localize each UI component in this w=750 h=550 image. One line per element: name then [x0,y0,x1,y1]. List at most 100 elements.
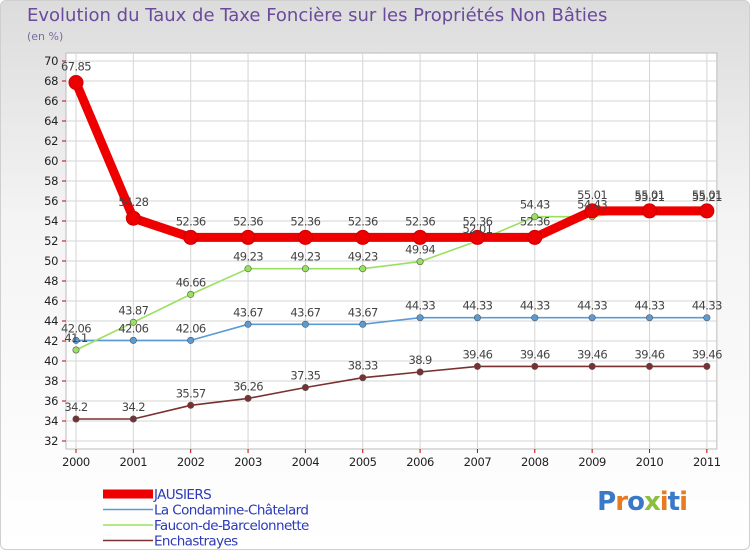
data-point [129,318,137,326]
data-point [531,314,539,322]
data-label: 67.85 [61,60,91,74]
y-tick-label: 38 [44,374,58,388]
data-point [584,203,600,219]
data-point [187,336,195,344]
data-point [187,290,195,298]
data-point [416,314,424,322]
y-tick-label: 58 [44,174,58,188]
data-point [72,415,80,423]
data-label: 39.46 [462,347,492,361]
data-label: 52.36 [520,214,550,228]
data-label: 34.2 [122,400,145,414]
data-label: 44.33 [405,299,435,313]
y-tick-label: 50 [44,254,58,268]
data-point [359,374,367,382]
y-tick-label: 54 [44,214,58,228]
data-label: 39.46 [520,347,550,361]
data-point [531,213,539,221]
data-point [187,401,195,409]
data-label: 36.26 [233,379,263,393]
data-point [531,362,539,370]
y-tick-label: 46 [44,294,58,308]
data-label: 55.01 [692,188,722,202]
data-label: 42.06 [176,321,206,335]
series-la-condamine-ch-telard [72,314,711,344]
series-jausiers [68,75,715,245]
data-point [297,229,313,245]
data-label: 44.33 [462,299,492,313]
y-tick-label: 40 [44,354,58,368]
legend-label: Faucon-de-Barcelonnette [154,518,309,534]
x-tick-label: 2009 [578,455,606,469]
legend-label: JAUSIERS [153,487,211,503]
y-tick-label: 66 [44,94,58,108]
x-tick-label: 2002 [177,455,205,469]
series-line [71,78,712,242]
y-tick-label: 42 [44,334,58,348]
data-point [301,265,309,273]
legend-label: La Condamine-Châtelard [154,503,308,519]
data-point [412,229,428,245]
data-point [645,362,653,370]
chart-unit: (en %) [27,30,64,43]
data-label: 39.46 [577,347,607,361]
data-point [359,265,367,273]
data-point [240,229,256,245]
data-label: 55.01 [577,188,607,202]
data-label: 52.01 [462,222,492,236]
y-tick-label: 36 [44,394,58,408]
x-tick-label: 2008 [521,455,549,469]
data-label: 55.21 [635,190,665,204]
y-tick-label: 32 [44,434,58,448]
data-label: 44.33 [692,299,722,313]
data-label: 49.23 [290,250,320,264]
data-label: 52.36 [462,214,492,228]
y-tick-label: 62 [44,134,58,148]
data-label: 44.33 [520,299,550,313]
data-label: 54.28 [118,195,148,209]
data-point [699,203,715,219]
data-label: 44.33 [577,299,607,313]
data-point [416,368,424,376]
data-point [473,362,481,370]
data-point [129,415,137,423]
proxiti-logo: Proxiti [597,487,688,517]
data-label: 38.9 [408,353,431,367]
data-label: 35.57 [176,386,206,400]
y-tick-label: 70 [44,54,58,68]
data-label: 42.06 [118,321,148,335]
y-tick-label: 56 [44,194,58,208]
y-tick-label: 44 [44,314,58,328]
x-tick-label: 2004 [292,455,320,469]
x-tick-label: 2010 [636,455,664,469]
data-point [244,394,252,402]
data-label: 52.36 [290,214,320,228]
data-point [68,75,84,90]
data-point [703,362,711,370]
data-label: 55.21 [692,190,722,204]
y-tick-label: 68 [44,74,58,88]
data-label: 49.23 [233,250,263,264]
data-point [244,265,252,273]
x-tick-label: 2005 [349,455,377,469]
data-point [125,210,141,226]
x-tick-label: 2000 [62,455,90,469]
data-point [244,320,252,328]
y-tick-label: 64 [44,114,58,128]
x-tick-label: 2007 [464,455,492,469]
data-point [642,203,657,219]
x-tick-label: 2003 [234,455,262,469]
data-label: 49.23 [348,250,378,264]
data-label: 52.36 [405,214,435,228]
y-tick-label: 48 [44,274,58,288]
y-tick-label: 60 [44,154,58,168]
data-label: 52.36 [176,214,206,228]
data-point [129,336,137,344]
data-label: 42.06 [61,321,91,335]
data-point [703,314,711,322]
data-label: 49.94 [405,243,435,257]
data-label: 52.36 [348,214,378,228]
